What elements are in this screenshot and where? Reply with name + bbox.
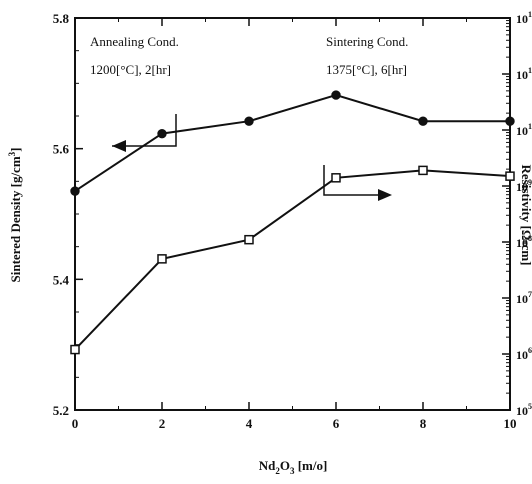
- resistivity-point: [157, 254, 167, 264]
- y-right-tick-base: 10: [516, 236, 528, 250]
- density-point: [331, 90, 341, 100]
- x-tick-label: 0: [72, 416, 79, 431]
- y-right-tick-base: 10: [516, 180, 528, 194]
- x-tick-label: 8: [420, 416, 427, 431]
- x-tick-label: 10: [504, 416, 517, 431]
- y-right-tick-label: 1012: [516, 10, 532, 26]
- y-right-tick-exponent: 12: [528, 10, 532, 19]
- y-right-tick-exponent: 10: [528, 122, 532, 131]
- density-point: [505, 116, 515, 126]
- x-tick-label: 6: [333, 416, 340, 431]
- y-right-tick-base: 10: [516, 12, 528, 26]
- annotation-sintering-condition: 1375[°C], 6[hr]: [326, 62, 407, 77]
- y-left-label-superscript: 3: [7, 151, 17, 156]
- axes-layer: 02468105.25.45.65.8105106107108109101010…: [53, 10, 532, 431]
- y-right-tick-exponent: 8: [528, 234, 532, 243]
- y-right-tick-base: 10: [516, 292, 528, 306]
- x-axis-label-part: [m/o]: [294, 458, 327, 473]
- x-tick-label: 2: [159, 416, 166, 431]
- resistivity-point: [244, 234, 254, 245]
- x-axis-label-part: Nd: [259, 458, 276, 473]
- y-right-tick-base: 10: [516, 404, 528, 418]
- resistivity-point: [70, 344, 80, 355]
- x-tick-label: 4: [246, 416, 253, 431]
- y-right-tick-label: 105: [516, 402, 532, 418]
- y-right-tick-exponent: 7: [528, 290, 532, 299]
- y-right-tick-base: 10: [516, 348, 528, 362]
- density-point: [157, 128, 167, 139]
- y-right-tick-exponent: 6: [528, 346, 532, 355]
- y-right-tick-label: 106: [516, 346, 532, 362]
- y-right-tick-exponent: 5: [528, 402, 532, 411]
- right-axis-arrowhead: [378, 189, 392, 201]
- resistivity-line: [74, 169, 511, 351]
- y-left-tick-label: 5.8: [53, 11, 70, 26]
- left-axis-arrow: [112, 114, 177, 147]
- density-point: [70, 186, 80, 196]
- x-axis-label-subscript: 2: [275, 466, 280, 476]
- y-left-tick-label: 5.4: [53, 272, 70, 287]
- resistivity-point: [331, 173, 341, 183]
- left-axis-arrowhead: [112, 140, 126, 152]
- annotation-annealing-condition: 1200[°C], 2[hr]: [90, 62, 171, 77]
- y-right-tick-label: 107: [516, 290, 532, 306]
- y-axis-left-label: Sintered Density [g/cm3]: [7, 148, 23, 283]
- y-left-tick-label: 5.2: [53, 403, 69, 418]
- y-right-tick-base: 10: [516, 124, 528, 138]
- y-left-label-part: Sintered Density [g/cm: [8, 156, 23, 282]
- y-right-tick-exponent: 9: [528, 178, 532, 187]
- y-left-tick-label: 5.6: [53, 142, 70, 157]
- density-line: [74, 94, 510, 192]
- x-axis-label-part: O: [280, 458, 290, 473]
- y-right-tick-base: 10: [516, 68, 528, 82]
- y-left-label-part: ]: [8, 148, 23, 152]
- y-axis-right-label: Resistivity [Ω-cm]: [519, 164, 532, 265]
- arrows-layer: [112, 114, 392, 201]
- y-right-tick-label: 109: [516, 178, 532, 194]
- annotation-sintering-title: Sintering Cond.: [326, 34, 408, 49]
- y-right-tick-label: 108: [516, 234, 532, 250]
- y-right-tick-label: 1010: [516, 122, 532, 138]
- x-axis-label-subscript: 3: [290, 466, 295, 476]
- y-right-tick-exponent: 11: [528, 66, 532, 75]
- density-point: [418, 116, 428, 126]
- x-axis-label: Nd2O3 [m/o]: [259, 458, 328, 476]
- annotation-annealing-title: Annealing Cond.: [90, 34, 179, 49]
- density-point: [244, 116, 254, 126]
- series-layer: [70, 90, 515, 355]
- resistivity-point: [418, 165, 428, 176]
- resistivity-point: [505, 171, 515, 181]
- right-axis-arrow: [323, 165, 380, 196]
